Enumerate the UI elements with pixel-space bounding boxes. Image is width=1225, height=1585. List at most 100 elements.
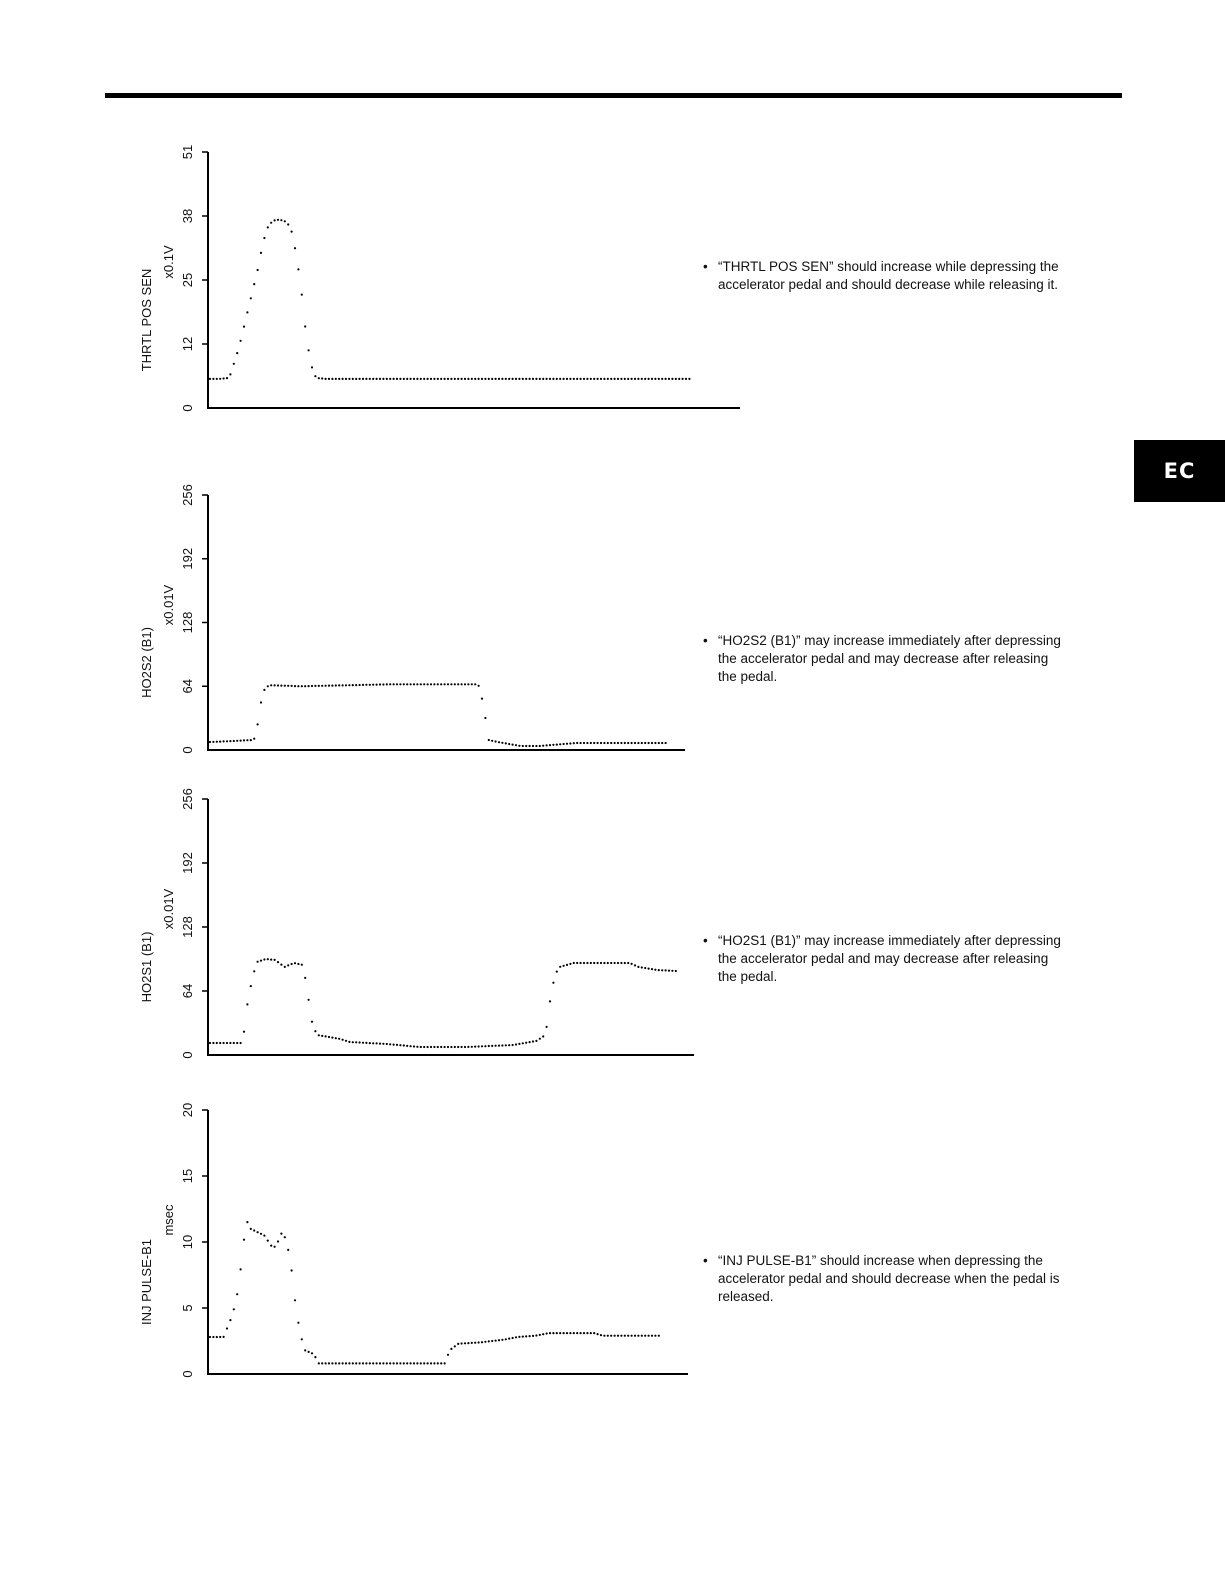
data-point [538, 744, 541, 748]
data-point [579, 1332, 582, 1335]
data-point [518, 1042, 521, 1045]
data-point [344, 684, 348, 687]
y-tick-label: 0 [180, 404, 195, 411]
unit-label: msec [161, 1204, 176, 1236]
data-point [576, 377, 579, 380]
data-point [579, 741, 582, 745]
data-point [392, 1362, 395, 1365]
data-point [616, 741, 620, 745]
data-point [259, 701, 263, 704]
data-point [304, 1349, 307, 1352]
data-point [565, 963, 569, 966]
data-point [365, 1041, 368, 1044]
y-axis-label: HO2S2 (B1) [139, 627, 154, 698]
data-point [555, 377, 558, 380]
data-point [222, 377, 225, 380]
data-point [317, 1034, 320, 1037]
data-point [270, 221, 273, 224]
data-point [321, 377, 324, 380]
data-point [212, 1335, 215, 1339]
data-point [446, 1045, 450, 1049]
data-point [654, 1334, 657, 1337]
data-point [208, 740, 212, 744]
data-point [504, 377, 507, 380]
data-point [259, 959, 263, 962]
data-point [283, 965, 286, 968]
data-point [657, 377, 660, 380]
data-point [596, 377, 599, 380]
data-point [273, 219, 276, 222]
data-point [552, 981, 555, 984]
data-point [402, 377, 405, 380]
data-point [219, 1335, 222, 1339]
data-point [365, 1362, 368, 1365]
data-point [596, 961, 599, 965]
data-point [310, 1352, 314, 1355]
data-point [603, 377, 606, 380]
data-point [616, 1334, 620, 1337]
data-point [270, 958, 273, 961]
data-point [548, 1332, 552, 1335]
data-point [484, 377, 487, 380]
data-point [222, 1041, 225, 1045]
data-point [321, 684, 324, 687]
data-point [426, 1045, 429, 1049]
data-point [531, 1040, 535, 1043]
data-point [565, 742, 569, 745]
data-point [460, 377, 463, 380]
data-point [596, 741, 599, 745]
data-point [341, 684, 344, 687]
data-point [266, 958, 269, 961]
data-point [525, 377, 528, 380]
data-point [511, 1336, 514, 1340]
data-point [647, 1334, 650, 1337]
data-point [297, 1321, 300, 1324]
data-point [606, 741, 609, 745]
data-point [555, 1332, 558, 1335]
data-point [667, 969, 671, 972]
data-point [678, 377, 681, 380]
data-point [470, 1341, 473, 1344]
data-point [569, 377, 572, 380]
y-tick-label: 20 [180, 1103, 195, 1117]
data-point [606, 377, 609, 380]
data-point [276, 961, 280, 964]
throttle-position-chart: 0 12 25 38 51 x0.1V THRTL POS SEN [139, 145, 740, 412]
data-point [582, 961, 586, 965]
data-point [304, 976, 307, 979]
bullet-icon: • [703, 259, 708, 274]
data-point [548, 744, 552, 747]
data-point [375, 377, 378, 380]
data-point [514, 377, 518, 380]
data-point [637, 741, 640, 745]
data-point [236, 1293, 239, 1296]
data-point [477, 377, 480, 380]
data-point [208, 377, 212, 380]
data-point [222, 1335, 225, 1338]
data-point [569, 742, 572, 745]
data-point [586, 961, 589, 965]
data-point [633, 964, 637, 967]
top-rule [105, 93, 1122, 98]
data-point [480, 377, 484, 380]
data-point [603, 961, 606, 965]
data-point [293, 685, 297, 688]
data-point [229, 373, 232, 376]
data-point [518, 377, 521, 380]
data-point [239, 739, 242, 742]
data-point [545, 1025, 548, 1028]
data-point [334, 1037, 337, 1040]
y-tick-label: 64 [180, 984, 195, 998]
data-point [620, 741, 623, 745]
data-point [593, 377, 596, 380]
data-point [375, 1362, 378, 1365]
data-point [419, 1362, 422, 1365]
data-point [236, 1041, 239, 1045]
data-point [225, 1041, 229, 1045]
data-point [249, 739, 252, 742]
data-point [491, 1339, 494, 1343]
data-point [576, 961, 579, 965]
data-point [249, 1227, 252, 1230]
data-point [494, 1339, 497, 1342]
data-point [372, 377, 375, 380]
